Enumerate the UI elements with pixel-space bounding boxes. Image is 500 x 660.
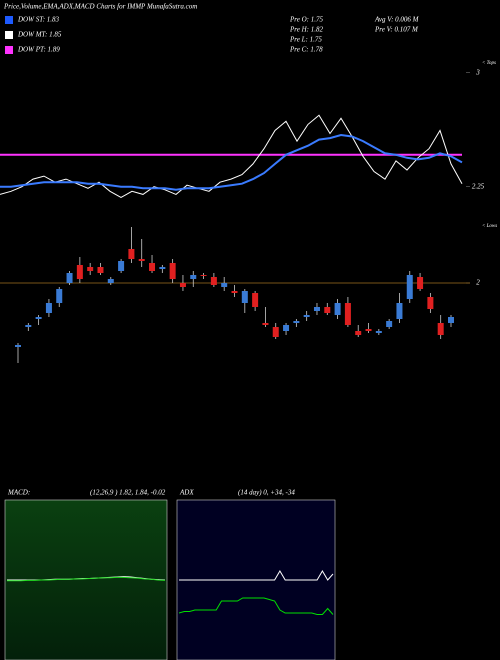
- panel-title: ADX: [179, 489, 194, 497]
- series-line: [0, 133, 463, 191]
- candle-body: [128, 249, 135, 259]
- candle-body: [221, 283, 228, 287]
- candle-body: [313, 307, 320, 311]
- series-line: [0, 114, 463, 198]
- candle-body: [56, 289, 63, 303]
- candle-body: [149, 263, 156, 271]
- candle-body: [334, 303, 341, 315]
- candle-body: [179, 283, 186, 287]
- panel-subtitle: (14 day) 0, +34, -34: [238, 489, 295, 497]
- legend-swatch: [5, 46, 13, 54]
- legend-label: DOW PT: 1.89: [17, 46, 60, 54]
- annotation: < Lows: [482, 224, 497, 229]
- candle-body: [25, 325, 32, 327]
- candle-body: [262, 323, 269, 325]
- candle-body: [355, 331, 362, 335]
- candle-body: [107, 279, 114, 283]
- series-line: [178, 597, 334, 615]
- legend-label: DOW MT: 1.85: [17, 31, 62, 39]
- candle-body: [303, 315, 310, 317]
- candle-body: [365, 329, 372, 331]
- candle-body: [169, 263, 176, 279]
- info-label: Pre C: 1.78: [289, 46, 323, 54]
- candle-body: [138, 259, 145, 261]
- candle-body: [231, 291, 238, 293]
- legend-swatch: [5, 31, 13, 39]
- candle-body: [159, 267, 166, 269]
- candle-body: [15, 345, 21, 347]
- candle-body: [252, 293, 259, 307]
- candle-body: [437, 323, 444, 335]
- legend-swatch: [5, 16, 13, 24]
- candle-body: [35, 317, 42, 319]
- candle-body: [427, 297, 434, 309]
- candle-body: [118, 261, 125, 271]
- candle-body: [448, 317, 454, 323]
- candle-body: [283, 325, 290, 331]
- candle-body: [76, 265, 83, 279]
- candle-body: [210, 277, 217, 285]
- candle-body: [406, 275, 413, 299]
- panel-title: MACD:: [7, 489, 30, 497]
- annotation: < Tops: [482, 61, 496, 66]
- chart-title: Price,Volume,EMA,ADX,MACD Charts for IMM…: [3, 3, 197, 11]
- candle-body: [324, 307, 331, 313]
- info-label: Pre V: 0.107 M: [374, 26, 419, 34]
- candle-body: [272, 327, 279, 337]
- info-label: Avg V: 0.006 M: [374, 16, 420, 24]
- candle-body: [386, 321, 393, 327]
- info-label: Pre L: 1.75: [289, 36, 322, 44]
- candle-body: [45, 303, 52, 313]
- candle-body: [200, 275, 207, 276]
- candle-body: [66, 273, 73, 283]
- panel-subtitle: (12,26,9 ) 1.82, 1.84, -0.02: [90, 489, 166, 497]
- series-line: [7, 576, 166, 582]
- y-tick-label: 2.25: [472, 182, 485, 190]
- y-tick-label: 2: [476, 279, 480, 287]
- candle-body: [293, 321, 300, 323]
- candle-body: [241, 291, 248, 303]
- candle-body: [97, 267, 104, 273]
- y-tick-label: 3: [475, 68, 480, 76]
- candle-body: [375, 331, 382, 333]
- candle-body: [417, 277, 424, 289]
- candle-body: [396, 303, 403, 319]
- series-line: [179, 570, 334, 581]
- candle-body: [344, 303, 351, 325]
- info-label: Pre H: 1.82: [289, 26, 323, 34]
- candle-body: [190, 275, 197, 279]
- info-label: Pre O: 1.75: [289, 16, 323, 24]
- candle-body: [87, 267, 94, 271]
- legend-label: DOW ST: 1.83: [17, 16, 60, 24]
